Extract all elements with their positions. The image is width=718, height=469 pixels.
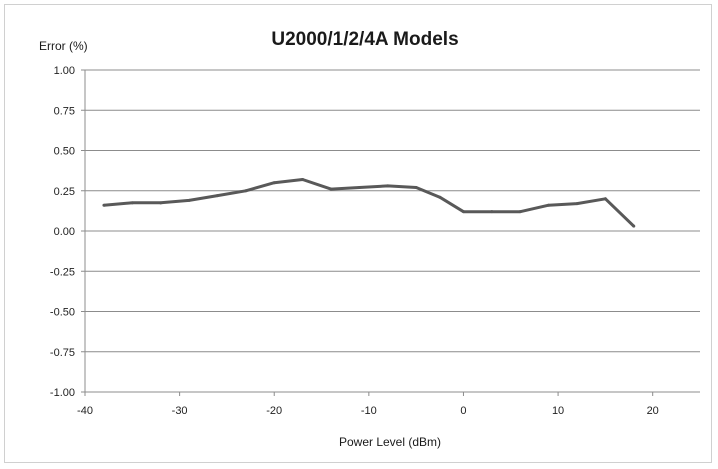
chart-title: U2000/1/2/4A Models <box>271 29 458 50</box>
y-tick-label: -1.00 <box>50 387 75 399</box>
x-axis-title: Power Level (dBm) <box>339 435 441 449</box>
y-tick-label: -0.50 <box>50 307 75 319</box>
y-tick-label: 0.50 <box>54 146 75 158</box>
data-point <box>386 184 390 188</box>
data-point <box>414 186 418 190</box>
data-point <box>632 224 636 228</box>
y-tick-label: 0.75 <box>54 105 75 117</box>
series-line <box>103 178 635 228</box>
x-tick-label: 20 <box>647 405 659 417</box>
y-tick-label: 0.00 <box>54 226 75 238</box>
data-point <box>603 197 607 201</box>
x-tick-labels: -40 -30 -20 -10 0 10 20 <box>77 405 659 417</box>
x-tick-label: -20 <box>266 405 282 417</box>
y-tick-label: 1.00 <box>54 65 75 77</box>
y-axis-title: Error (%) <box>39 39 88 53</box>
data-point <box>357 186 361 190</box>
data-point <box>518 210 522 214</box>
data-point <box>575 202 579 206</box>
data-point <box>438 195 442 199</box>
data-point <box>329 187 333 191</box>
x-tick-label: 0 <box>460 405 466 417</box>
chart-frame: U2000/1/2/4A Models Error (%) Power Leve… <box>4 4 712 463</box>
data-point <box>244 189 248 193</box>
data-point <box>187 198 191 202</box>
x-tick-label: 10 <box>552 405 564 417</box>
gridlines <box>85 69 700 393</box>
data-point <box>215 194 219 198</box>
y-tick-labels: 1.00 0.75 0.50 0.25 0.00 -0.25 -0.50 -0.75 -1.00 <box>50 65 75 399</box>
y-tick-label: -0.25 <box>50 266 75 278</box>
data-point <box>490 210 494 214</box>
chart-svg: U2000/1/2/4A Models Error (%) Power Leve… <box>39 29 700 449</box>
x-tick-label: -30 <box>172 405 188 417</box>
y-tick-label: 0.25 <box>54 186 75 198</box>
data-point <box>159 201 163 205</box>
series-layer <box>102 177 636 228</box>
data-point <box>130 201 134 205</box>
data-point <box>547 203 551 207</box>
data-point <box>301 177 305 181</box>
data-point <box>461 210 465 214</box>
data-point <box>102 203 106 207</box>
y-tick-label: -0.75 <box>50 347 75 359</box>
data-point <box>272 181 276 185</box>
axes <box>81 69 700 396</box>
x-tick-label: -10 <box>361 405 377 417</box>
x-tick-label: -40 <box>77 405 93 417</box>
